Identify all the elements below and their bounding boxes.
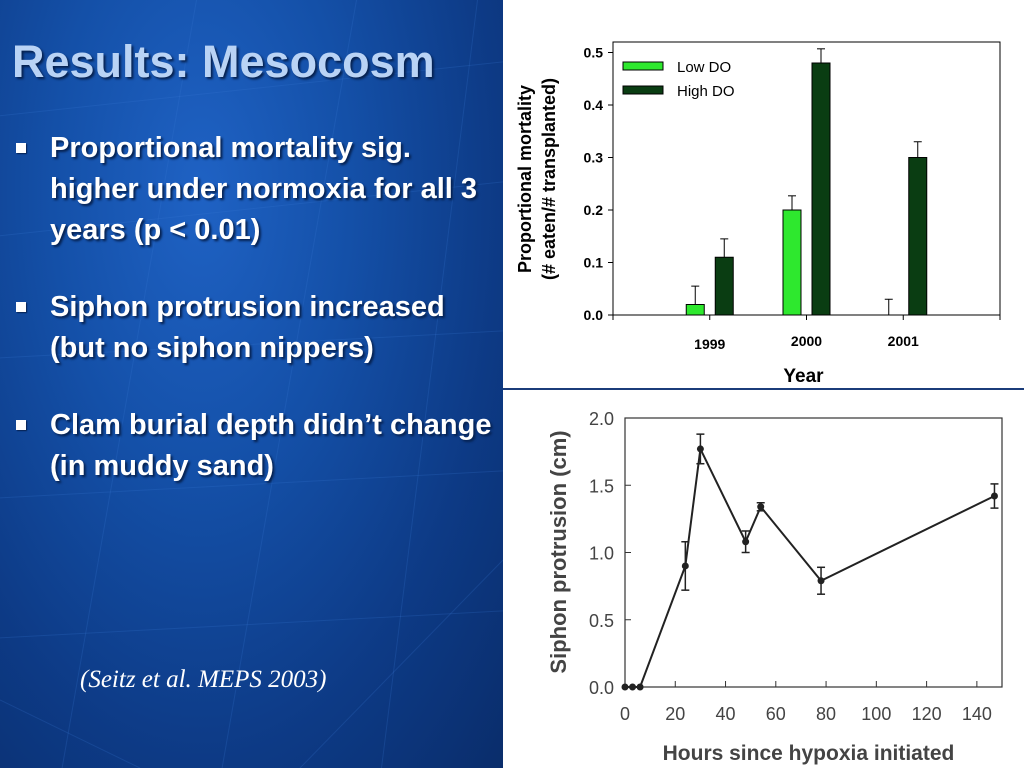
data-point — [742, 538, 750, 546]
legend-label: Low DO — [677, 59, 731, 76]
y-axis-label: Proportional mortality — [515, 85, 535, 273]
slide-title: Results: Mesocosm — [12, 36, 435, 87]
bullet-item: Siphon protrusion increased (but no siph… — [16, 287, 496, 369]
bar — [685, 304, 705, 316]
y-tick-label: 0.2 — [584, 202, 604, 218]
siphon-line-chart: 0.0 0.5 1.0 1.5 2.0 0 20 40 60 80 100 120 140 Hours s… — [546, 409, 1003, 765]
y-tick-label: 2.0 — [589, 409, 614, 429]
data-point — [757, 503, 765, 511]
y-axis-label: Siphon protrusion (cm) — [546, 430, 571, 673]
square-bullet-icon — [16, 143, 26, 153]
legend-swatch — [622, 85, 664, 95]
left-panel: Results: Mesocosm Proportional mortality… — [0, 0, 503, 768]
bullet-text: Clam burial depth didn’t change (in mudd… — [50, 409, 492, 482]
y-tick-label: 0.5 — [589, 611, 614, 631]
bullet-item: Proportional mortality sig. higher under… — [16, 128, 496, 251]
data-point — [629, 683, 637, 691]
y-tick-label: 0.1 — [584, 255, 604, 271]
legend-swatch — [622, 61, 664, 71]
bar — [811, 62, 831, 316]
bullet-item: Clam burial depth didn’t change (in mudd… — [16, 405, 496, 487]
y-tick-label: 0.4 — [584, 97, 604, 113]
x-tick-label: 20 — [665, 704, 685, 724]
x-tick-label: 0 — [620, 704, 630, 724]
citation: (Seitz et al. MEPS 2003) — [80, 666, 327, 693]
x-tick-label: 2001 — [888, 333, 919, 349]
x-axis-label: Year — [783, 366, 824, 387]
square-bullet-icon — [16, 302, 26, 312]
mortality-bar-chart: 0.0 0.1 0.2 0.3 0.4 0.5 1999 2000 2001 Year Propor… — [515, 41, 1001, 387]
y-tick-label: 1.0 — [589, 544, 614, 564]
x-tick-label: 60 — [766, 704, 786, 724]
x-tick-label: 2000 — [791, 333, 822, 349]
x-tick-label: 80 — [816, 704, 836, 724]
y-axis-label-2: (# eaten/# transplanted) — [539, 78, 559, 280]
data-point — [681, 562, 689, 570]
background-rays — [0, 0, 503, 768]
y-tick-label: 0.5 — [584, 45, 604, 61]
x-axis-label: Hours since hypoxia initiated — [663, 742, 955, 765]
data-point — [990, 492, 998, 500]
plot-frame — [624, 417, 1003, 688]
data-point — [817, 577, 825, 585]
bullet-text: Siphon protrusion increased (but no siph… — [50, 291, 445, 364]
y-tick-label: 0.0 — [584, 307, 604, 323]
divider — [503, 388, 1024, 390]
data-point — [636, 683, 644, 691]
data-point — [696, 445, 704, 453]
square-bullet-icon — [16, 420, 26, 430]
legend-label: High DO — [677, 83, 735, 100]
series-line — [625, 445, 995, 688]
bar — [908, 157, 928, 316]
bar — [714, 256, 734, 316]
x-tick-label: 1999 — [694, 336, 725, 352]
bullet-list: Proportional mortality sig. higher under… — [16, 128, 496, 523]
bar — [782, 209, 802, 316]
data-point — [621, 683, 629, 691]
y-tick-label: 0.3 — [584, 150, 604, 166]
x-tick-label: 40 — [716, 704, 736, 724]
x-tick-label: 120 — [912, 704, 942, 724]
x-tick-label: 140 — [962, 704, 992, 724]
y-tick-label: 1.5 — [589, 476, 614, 496]
y-tick-label: 0.0 — [589, 678, 614, 698]
bullet-text: Proportional mortality sig. higher under… — [50, 132, 478, 246]
plot-frame — [612, 41, 1001, 316]
x-tick-label: 100 — [861, 704, 891, 724]
